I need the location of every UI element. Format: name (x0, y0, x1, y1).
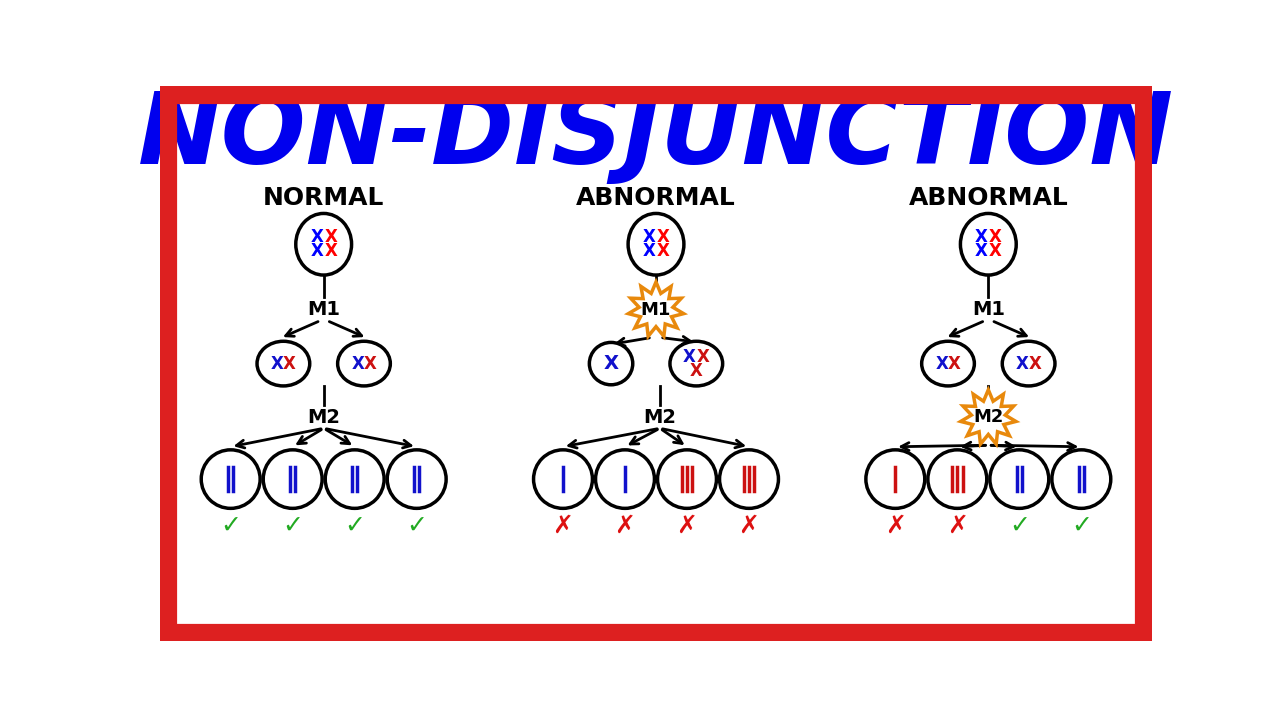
Text: X: X (989, 228, 1002, 246)
Ellipse shape (338, 341, 390, 386)
Circle shape (989, 450, 1048, 508)
Text: ✗: ✗ (739, 513, 759, 537)
Text: ABNORMAL: ABNORMAL (909, 186, 1069, 210)
Text: ✓: ✓ (406, 513, 428, 537)
Ellipse shape (669, 341, 723, 386)
Text: X: X (310, 242, 323, 260)
Text: X: X (310, 228, 323, 246)
Circle shape (388, 450, 447, 508)
Text: M1: M1 (972, 300, 1005, 319)
Text: X: X (364, 354, 376, 372)
Circle shape (719, 450, 778, 508)
Text: X: X (351, 354, 365, 372)
Polygon shape (628, 282, 684, 336)
Ellipse shape (257, 341, 310, 386)
Text: X: X (989, 242, 1002, 260)
Ellipse shape (628, 213, 684, 275)
Text: X: X (604, 354, 618, 373)
Circle shape (1052, 450, 1111, 508)
Circle shape (658, 450, 717, 508)
Text: ✓: ✓ (344, 513, 365, 537)
Text: X: X (283, 354, 296, 372)
Text: ABNORMAL: ABNORMAL (576, 186, 736, 210)
Ellipse shape (589, 343, 632, 384)
Text: X: X (324, 228, 337, 246)
Text: ✗: ✗ (884, 513, 906, 537)
Text: ✓: ✓ (220, 513, 241, 537)
Ellipse shape (960, 213, 1016, 275)
Text: M1: M1 (641, 301, 671, 319)
Text: ✗: ✗ (947, 513, 968, 537)
Text: NORMAL: NORMAL (262, 186, 384, 210)
Ellipse shape (922, 341, 974, 386)
Text: ✓: ✓ (282, 513, 303, 537)
Text: X: X (947, 354, 961, 372)
Text: X: X (643, 242, 655, 260)
Text: M1: M1 (307, 300, 340, 319)
Text: X: X (1028, 354, 1041, 372)
Text: ✓: ✓ (1071, 513, 1092, 537)
Ellipse shape (1002, 341, 1055, 386)
Text: X: X (1016, 354, 1029, 372)
Circle shape (325, 450, 384, 508)
Text: M2: M2 (973, 408, 1004, 426)
Circle shape (595, 450, 654, 508)
Text: NON-DISJUNCTION: NON-DISJUNCTION (138, 88, 1174, 185)
Circle shape (201, 450, 260, 508)
Text: M2: M2 (307, 408, 340, 427)
Ellipse shape (296, 213, 352, 275)
Text: X: X (975, 242, 988, 260)
Text: X: X (657, 242, 669, 260)
Text: X: X (643, 228, 655, 246)
Text: ✗: ✗ (553, 513, 573, 537)
Circle shape (264, 450, 323, 508)
Polygon shape (961, 390, 1016, 444)
Text: M2: M2 (644, 408, 676, 427)
Text: ✗: ✗ (614, 513, 635, 537)
Circle shape (534, 450, 593, 508)
Text: X: X (696, 348, 709, 366)
Text: ✓: ✓ (1009, 513, 1030, 537)
Text: X: X (936, 354, 948, 372)
Circle shape (928, 450, 987, 508)
Circle shape (865, 450, 924, 508)
Text: ✗: ✗ (677, 513, 698, 537)
Text: X: X (975, 228, 988, 246)
Text: X: X (657, 228, 669, 246)
Text: X: X (684, 348, 696, 366)
Text: X: X (690, 361, 703, 379)
Text: X: X (324, 242, 337, 260)
Text: X: X (271, 354, 284, 372)
